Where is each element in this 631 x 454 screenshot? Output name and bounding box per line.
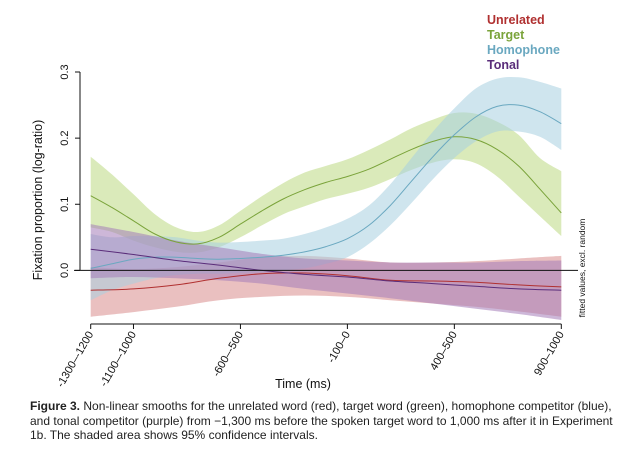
tonal-fitted-line — [90, 248, 562, 291]
figure-caption: Figure 3. Non-linear smooths for the unr… — [30, 399, 620, 443]
caption-text: Non-linear smooths for the unrelated wor… — [30, 399, 613, 442]
tonal-confidence-band — [90, 224, 562, 320]
x-tick-label: -1300–-1200 — [55, 330, 97, 390]
y-ticks: 0.0 0.1 0.2 0.3 — [59, 64, 80, 278]
fitted-lines — [90, 104, 562, 291]
y-tick-label: 0.1 — [59, 197, 71, 212]
legend-entry-tonal: Tonal — [487, 58, 519, 72]
x-tick-label: 900–1000 — [532, 330, 567, 378]
y-axis-title: Fixation proportion (log-ratio) — [31, 120, 45, 281]
x-tick-label: -600–-500 — [211, 330, 246, 379]
chart: 0.0 0.1 0.2 0.3 -1300–-1200 -1100–-1000 -600–… — [31, 13, 587, 391]
y-tick-label: 0.0 — [59, 263, 71, 278]
x-axis-title: Time (ms) — [275, 377, 331, 391]
homophone-confidence-band — [90, 76, 562, 301]
y-tick-label: 0.3 — [59, 64, 71, 79]
side-note: fitted values, excl. random — [577, 219, 587, 318]
x-tick-label: -1100–-1000 — [98, 330, 139, 389]
x-tick-label: 400–500 — [428, 330, 460, 373]
x-tick-label: -100–0 — [325, 330, 353, 366]
y-tick-label: 0.2 — [59, 130, 71, 145]
legend-entry-unrelated: Unrelated — [487, 13, 545, 27]
caption-label: Figure 3. — [30, 399, 81, 413]
legend-entry-homophone: Homophone — [487, 43, 560, 57]
unrelated-fitted-line — [90, 272, 562, 291]
legend-entry-target: Target — [487, 28, 525, 42]
homophone-fitted-line — [90, 104, 562, 269]
target-fitted-line — [90, 136, 562, 245]
